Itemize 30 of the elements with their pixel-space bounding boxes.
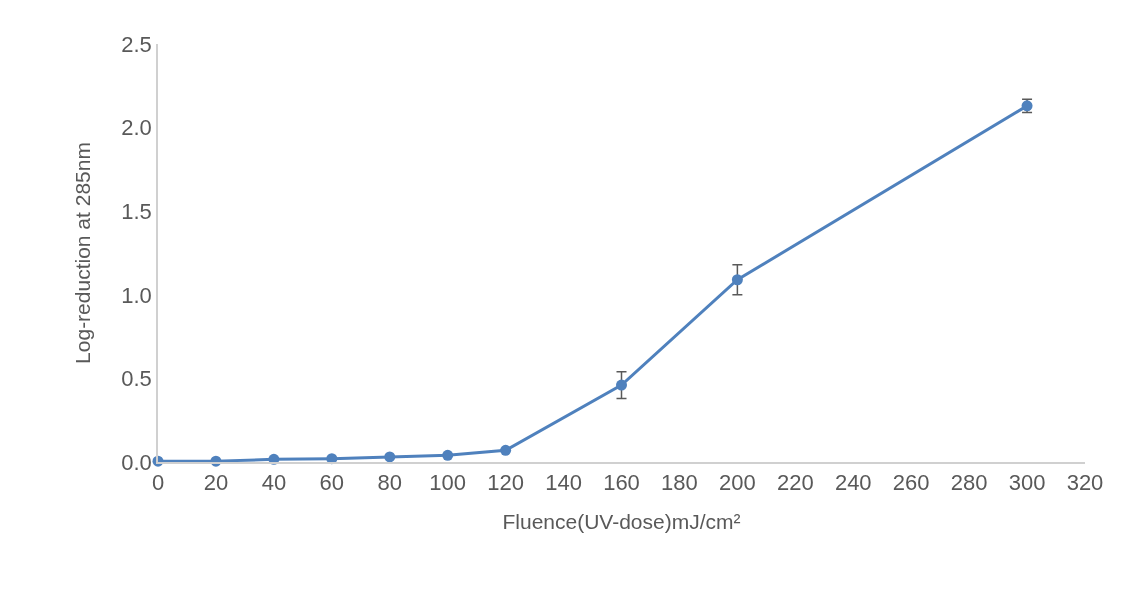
x-tick-label: 140: [545, 470, 582, 496]
x-tick-label: 100: [429, 470, 467, 496]
point: [731, 274, 743, 286]
x-tick-label: 20: [203, 470, 229, 496]
point: [442, 449, 454, 461]
y-axis-title: Log-reduction at 285nm: [70, 142, 94, 364]
point: [384, 451, 396, 463]
point: [500, 444, 512, 456]
y-tick-label: 1.5: [121, 198, 152, 224]
y-tick-label: 0.0: [121, 449, 152, 475]
y-tick-label: 2.0: [121, 115, 152, 141]
x-tick-label: 300: [1008, 470, 1046, 496]
x-tick-label: 260: [892, 470, 930, 496]
x-tick-label: 80: [377, 470, 402, 496]
y-tick-label: 0.5: [121, 366, 152, 392]
x-tick-label: 320: [1066, 470, 1104, 496]
x-tick-label: 240: [834, 470, 872, 496]
x-tick-label: 180: [661, 470, 698, 496]
x-tick-label: 200: [719, 470, 756, 496]
x-tick-label: 0: [151, 470, 165, 496]
point: [616, 379, 627, 391]
x-tick-label: 40: [261, 470, 287, 496]
x-axis-title: Fluence(UV-dose)mJ/cm²: [502, 509, 741, 533]
x-tick-label: 120: [487, 470, 524, 496]
x-tick-label: 60: [319, 470, 345, 496]
y-tick-label: 2.5: [121, 31, 152, 57]
x-tick-label: 280: [950, 470, 988, 496]
x-tick-label: 160: [603, 470, 640, 496]
x-tick-label: 220: [776, 470, 814, 496]
y-tick-label: 1.0: [121, 282, 152, 308]
